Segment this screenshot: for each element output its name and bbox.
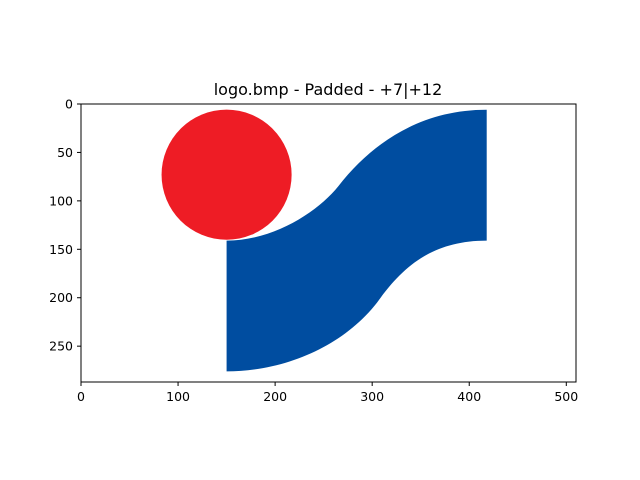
y-axis: 0 50 100 150 200 250 <box>49 97 81 354</box>
x-tick-label: 0 <box>77 389 85 404</box>
y-tick-label: 100 <box>49 193 73 208</box>
x-tick-label: 100 <box>166 389 190 404</box>
x-tick-label: 200 <box>263 389 287 404</box>
y-tick-label: 200 <box>49 290 73 305</box>
y-tick-label: 50 <box>57 145 73 160</box>
axes-frame <box>80 103 577 383</box>
plot-area <box>161 109 487 372</box>
y-tick-label: 0 <box>65 97 73 112</box>
x-tick-label: 500 <box>554 389 578 404</box>
chart-title: logo.bmp - Padded - +7|+12 <box>214 80 443 99</box>
x-tick-label: 300 <box>360 389 384 404</box>
y-tick-label: 150 <box>49 242 73 257</box>
x-axis: 0 100 200 300 400 500 <box>77 382 578 404</box>
blue-band-shape <box>226 109 487 372</box>
x-tick-label: 400 <box>457 389 481 404</box>
red-circle-shape <box>161 109 292 240</box>
y-tick-label: 250 <box>49 339 73 354</box>
